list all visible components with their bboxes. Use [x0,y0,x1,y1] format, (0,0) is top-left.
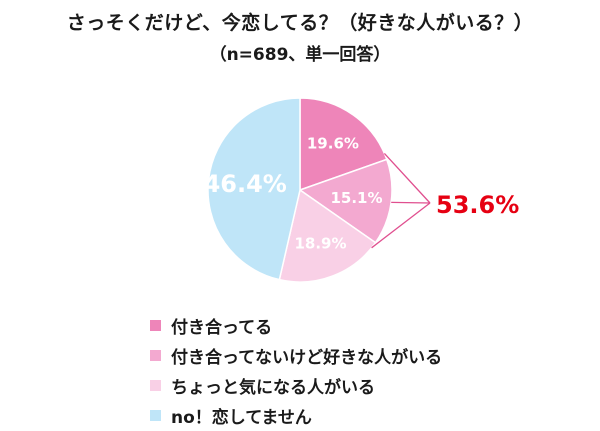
legend-item: 付き合ってないけど好きな人がいる [150,340,510,370]
pie-slice-labels: 19.6% 15.1% 18.9% 46.4% [204,135,383,253]
legend-label: 付き合ってる [171,317,273,338]
pie-slice [298,158,393,244]
annotation-bracket-line [371,202,431,249]
annotation-brackets [371,152,431,249]
legend-label: 付き合ってないけど好きな人がいる [171,347,443,368]
annotation-bracket-line [391,201,431,204]
legend-item: no！恋してません [150,400,510,430]
legend-label: no！恋してません [171,407,312,428]
chart-title: さっそくだけど、今恋してる？（好きな人がいる？） [66,12,534,34]
annotation-total: 53.6% [436,191,519,219]
legend-item: 付き合ってる [150,310,510,340]
pie-slice [278,188,377,283]
chart-subtitle: （n=689、単一回答） [209,45,391,65]
legend-item: ちょっと気になる人がいる [150,370,510,400]
legend: 付き合ってる 付き合ってないけど好きな人がいる ちょっと気になる人がいる no！… [150,310,510,430]
slice-value-label: 19.6% [307,135,359,153]
legend-swatch [150,349,161,361]
annotation-bracket-line [383,152,431,204]
slice-value-label: 46.4% [204,170,287,198]
slice-value-label: 18.9% [294,235,346,253]
legend-swatch [150,379,161,391]
legend-swatch [150,319,161,331]
pie-slices [207,97,393,283]
legend-swatch [150,409,161,421]
slice-value-label: 15.1% [330,189,382,207]
pie-slice [207,97,301,281]
legend-label: ちょっと気になる人がいる [171,377,375,398]
